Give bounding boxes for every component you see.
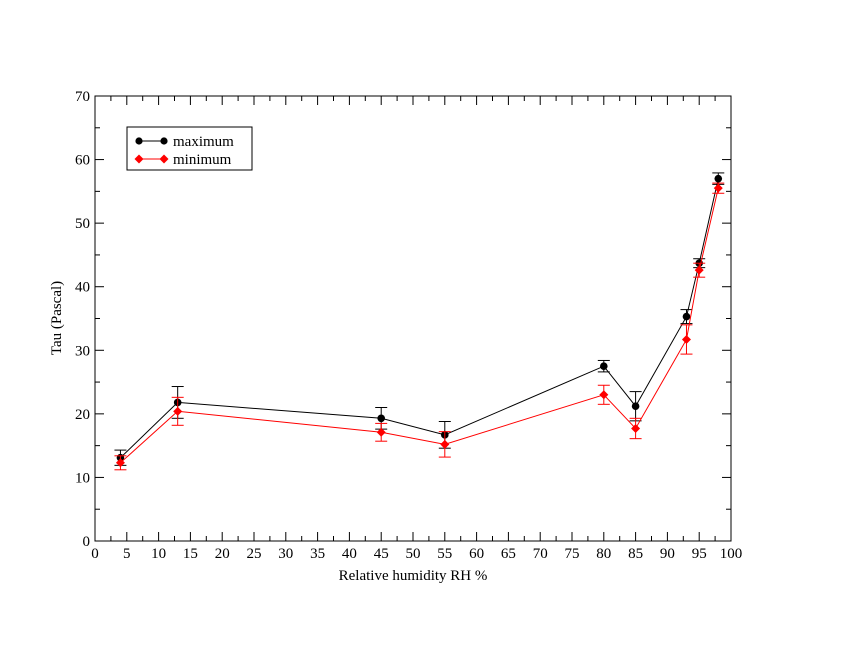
y-tick-label: 50: [75, 216, 90, 232]
x-tick-label: 70: [533, 546, 548, 562]
x-tick-label: 55: [437, 546, 452, 562]
y-tick-label: 30: [75, 343, 90, 359]
x-tick-label: 25: [247, 546, 262, 562]
legend: maximum minimum: [126, 126, 253, 171]
x-tick-label: 80: [596, 546, 611, 562]
x-tick-label: 95: [692, 546, 707, 562]
x-tick-label: 15: [183, 546, 198, 562]
x-tick-label: 10: [151, 546, 166, 562]
series-maximum: [114, 172, 725, 466]
data-point: [681, 334, 691, 344]
legend-marker-maximum: [135, 137, 143, 145]
x-tick-label: 75: [565, 546, 580, 562]
legend-marker-maximum-end: [160, 137, 168, 145]
x-tick-label: 45: [374, 546, 389, 562]
x-tick-label: 35: [310, 546, 325, 562]
data-point: [682, 312, 691, 321]
data-point: [631, 402, 640, 411]
data-point: [714, 174, 723, 183]
x-tick-label: 85: [628, 546, 643, 562]
x-axis-title: Relative humidity RH %: [339, 568, 488, 584]
y-tick-label: 70: [75, 89, 90, 105]
x-tick-label: 90: [660, 546, 675, 562]
series-line-minimum: [120, 188, 719, 464]
data-point: [599, 390, 609, 400]
y-tick-label: 10: [75, 470, 90, 486]
x-tick-label: 30: [278, 546, 293, 562]
data-point: [600, 362, 608, 370]
legend-box: [126, 126, 253, 171]
y-tick-label: 20: [75, 407, 90, 423]
legend-label-maximum: maximum: [173, 134, 234, 150]
x-tick-label: 50: [406, 546, 421, 562]
y-tick-label: 40: [75, 280, 90, 296]
x-tick-label: 0: [91, 546, 99, 562]
series-line-maximum: [120, 178, 719, 459]
data-point: [377, 414, 386, 423]
legend-label-minimum: minimum: [173, 152, 232, 168]
x-tick-label: 5: [123, 546, 131, 562]
y-axis-title: Tau (Pascal): [49, 281, 65, 355]
x-tick-label: 65: [501, 546, 516, 562]
data-point: [115, 458, 125, 468]
data-point: [440, 439, 450, 449]
data-point: [376, 427, 386, 437]
series-layer: [114, 172, 725, 471]
legend-marker-minimum-end: [159, 154, 169, 164]
data-point: [631, 423, 641, 433]
x-tick-label: 100: [720, 546, 743, 562]
y-tick-label: 0: [83, 534, 91, 550]
data-point: [713, 183, 723, 193]
x-tick-label: 40: [342, 546, 357, 562]
data-point: [694, 265, 704, 275]
axis-ticks: 0 5 10 15 20 25 30 35 40 45 50 55 60 65 70 75 80 85 90 95 10…: [75, 89, 742, 562]
x-tick-label: 20: [215, 546, 230, 562]
y-tick-label: 60: [75, 153, 90, 169]
series-minimum: [114, 182, 725, 471]
x-tick-label: 60: [469, 546, 484, 562]
data-point: [173, 406, 183, 416]
legend-marker-minimum: [134, 154, 144, 164]
